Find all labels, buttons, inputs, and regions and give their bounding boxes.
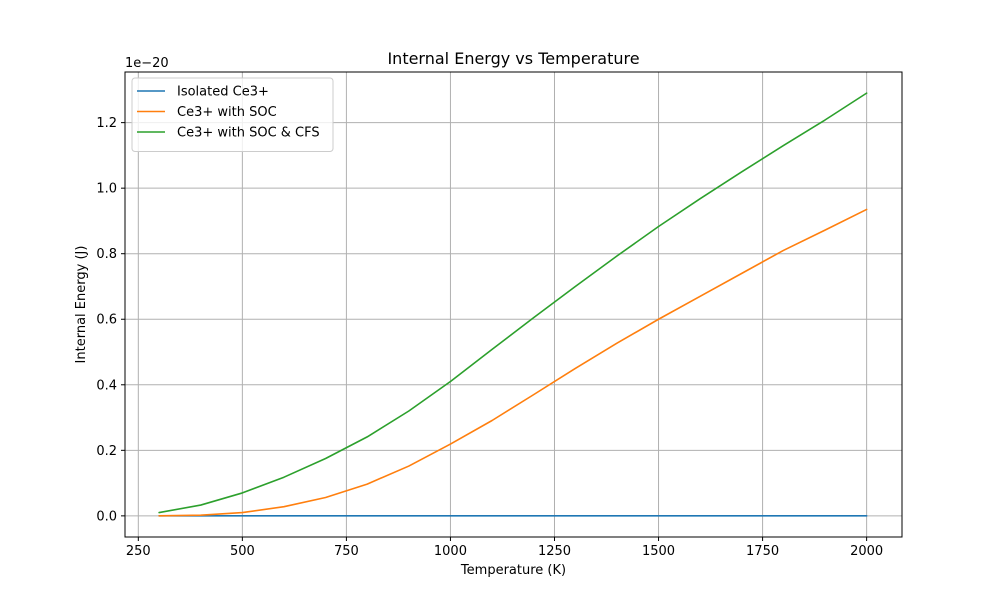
x-axis-label: Temperature (K)	[460, 563, 566, 578]
legend: Isolated Ce3+ Ce3+ with SOC Ce3+ with SOC …	[131, 77, 334, 152]
x-tick-label: 2000	[850, 544, 883, 559]
y-tick-label: 0.0	[96, 509, 117, 524]
x-tick-label: 750	[334, 544, 359, 559]
y-tick-label: 1.0	[96, 182, 117, 197]
x-tick-label: 1000	[434, 544, 467, 559]
y-scale-label: 1e−20	[125, 56, 169, 71]
legend-box	[131, 77, 334, 152]
series-line-ce3-with-soc	[158, 208, 868, 517]
x-tick-label: 1750	[746, 544, 779, 559]
x-tick-label: 500	[230, 544, 255, 559]
series-lines	[158, 92, 868, 517]
y-tick-label: 0.8	[96, 247, 117, 262]
y-tick-label: 0.4	[96, 378, 117, 393]
y-tick-label: 0.6	[96, 313, 117, 328]
legend-label: Ce3+ with SOC & CFS	[177, 126, 320, 141]
y-tick-label: 1.2	[96, 116, 117, 131]
legend-label: Isolated Ce3+	[177, 85, 269, 100]
chart-title: Internal Energy vs Temperature	[387, 49, 639, 68]
y-tick-label: 0.2	[96, 444, 117, 459]
x-tick-label: 1250	[538, 544, 571, 559]
axis-ticks: 250 500 750 1000 1250 1500 1750 2000 0.0 0.2 0.4 0.…	[96, 116, 883, 559]
y-axis-label: Internal Energy (J)	[74, 246, 89, 364]
x-tick-label: 1500	[642, 544, 675, 559]
series-line-ce3-with-soc-cfs	[158, 92, 868, 514]
plot-frame	[124, 71, 903, 538]
x-tick-label: 250	[126, 544, 151, 559]
legend-label: Ce3+ with SOC	[177, 105, 277, 120]
